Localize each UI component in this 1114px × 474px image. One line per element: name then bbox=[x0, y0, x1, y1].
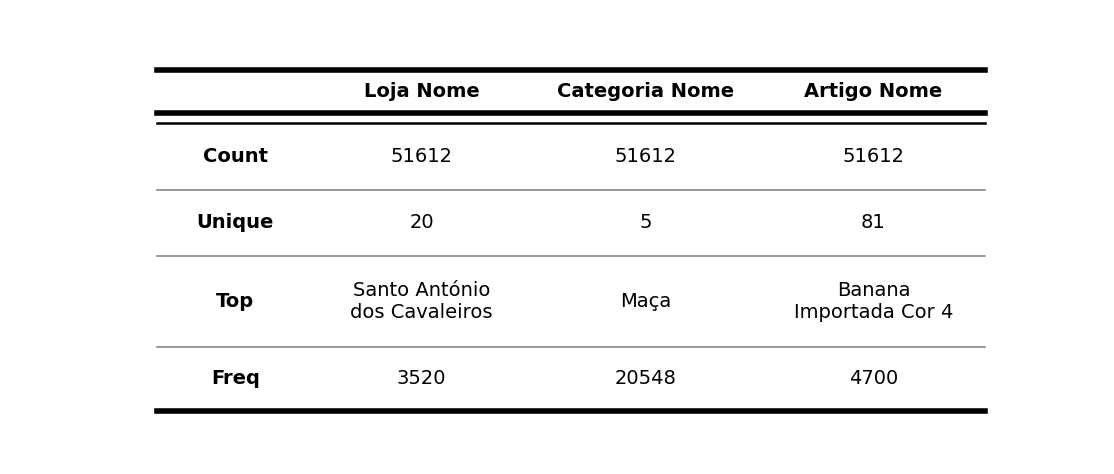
Text: 3520: 3520 bbox=[397, 369, 447, 389]
Text: Maça: Maça bbox=[619, 292, 671, 311]
Text: Count: Count bbox=[203, 147, 267, 166]
Text: Banana
Importada Cor 4: Banana Importada Cor 4 bbox=[794, 281, 954, 322]
Text: Artigo Nome: Artigo Nome bbox=[804, 82, 942, 101]
Text: 51612: 51612 bbox=[842, 147, 905, 166]
Text: 4700: 4700 bbox=[849, 369, 898, 389]
Text: 81: 81 bbox=[861, 213, 886, 232]
Text: Top: Top bbox=[216, 292, 254, 311]
Text: 20: 20 bbox=[410, 213, 434, 232]
Text: 5: 5 bbox=[639, 213, 652, 232]
Text: Santo António
dos Cavaleiros: Santo António dos Cavaleiros bbox=[351, 281, 494, 322]
Text: Freq: Freq bbox=[211, 369, 260, 389]
Text: Categoria Nome: Categoria Nome bbox=[557, 82, 734, 101]
Text: 51612: 51612 bbox=[391, 147, 452, 166]
Text: Unique: Unique bbox=[196, 213, 274, 232]
Text: 51612: 51612 bbox=[615, 147, 676, 166]
Text: Loja Nome: Loja Nome bbox=[364, 82, 480, 101]
Text: 20548: 20548 bbox=[615, 369, 676, 389]
